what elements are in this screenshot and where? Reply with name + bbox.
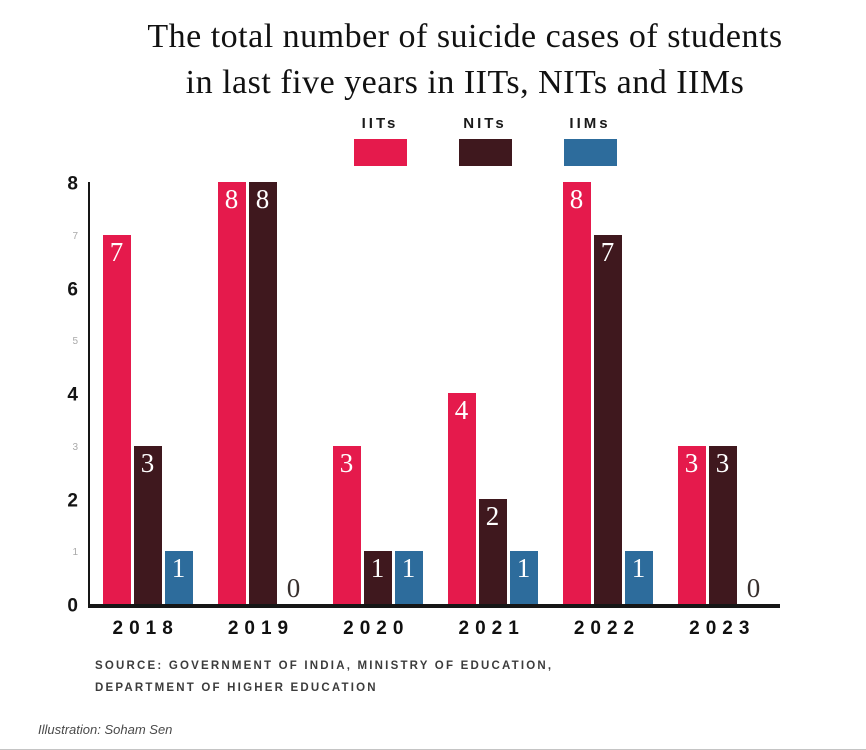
bar-IIMs-2020: 1: [394, 551, 423, 605]
legend: IITs NITs IIMs: [0, 115, 866, 167]
y-tick-0: 0: [67, 595, 78, 617]
bar-IIMs-2021: 1: [509, 551, 538, 605]
y-tick-1: 1: [72, 547, 78, 559]
legend-item-IIMs: IIMs: [563, 115, 617, 167]
bar-slot-NITs-2019: 8: [248, 182, 277, 605]
bar-value-IIMs-2021: 1: [516, 553, 531, 584]
legend-swatch-IITs: [353, 139, 407, 167]
title-line-2: in last five years in IITs, NITs and IIM…: [185, 63, 745, 101]
bar-value-IITs-2021: 4: [454, 395, 469, 426]
legend-label-NITs: NITs: [463, 115, 507, 133]
x-label-2020: 2020: [343, 618, 410, 640]
bar-slot-IIMs-2021: 1: [509, 551, 538, 605]
bar-NITs-2023: 3: [708, 445, 737, 605]
y-tick-4: 4: [67, 384, 78, 406]
bar-slot-NITs-2020: 1: [363, 551, 392, 605]
bar-slot-IITs-2019: 8: [217, 182, 246, 605]
bar-slot-NITs-2023: 3: [708, 445, 737, 605]
x-label-2022: 2022: [573, 618, 641, 640]
bar-slot-IIMs-2018: 1: [164, 551, 193, 605]
bar-value-IITs-2023: 3: [684, 447, 699, 478]
bar-slot-IITs-2022: 8: [562, 182, 591, 605]
bar-slot-IIMs-2020: 1: [394, 551, 423, 605]
y-tick-5: 5: [72, 336, 78, 348]
bar-IIMs-2022: 1: [624, 551, 653, 605]
bar-value-IITs-2018: 7: [109, 236, 124, 267]
x-label-2023: 2023: [689, 618, 756, 640]
bar-IITs-2019: 8: [217, 182, 246, 605]
bar-value-IITs-2019: 8: [224, 184, 239, 215]
y-tick-8: 8: [67, 173, 78, 195]
bar-value-NITs-2023: 3: [715, 447, 730, 478]
bar-value-IITs-2020: 3: [339, 447, 354, 478]
source-line-1: SOURCE: GOVERNMENT OF INDIA, MINISTRY OF…: [95, 660, 554, 673]
bar-NITs-2020: 1: [363, 551, 392, 605]
bar-value-IIMs-2019: 0: [286, 573, 301, 604]
legend-swatch-IIMs: [563, 139, 617, 167]
y-tick-3: 3: [72, 441, 78, 453]
bar-value-IITs-2022: 8: [569, 184, 584, 215]
bar-value-IIMs-2023: 0: [746, 573, 761, 604]
bar-NITs-2022: 7: [593, 234, 622, 605]
bar-IITs-2018: 7: [102, 234, 131, 605]
bar-value-NITs-2019: 8: [255, 184, 270, 215]
bar-value-NITs-2018: 3: [140, 447, 155, 478]
bar-IITs-2023: 3: [677, 445, 706, 605]
bar-slot-IITs-2020: 3: [332, 445, 361, 605]
legend-item-IITs: IITs: [353, 115, 407, 167]
y-tick-2: 2: [67, 490, 78, 512]
legend-label-IITs: IITs: [361, 115, 399, 133]
bar-value-IIMs-2018: 1: [171, 553, 186, 584]
bar-slot-IITs-2021: 4: [447, 393, 476, 605]
bar-slot-NITs-2021: 2: [478, 498, 507, 605]
bar-NITs-2018: 3: [133, 445, 162, 605]
bar-slot-IIMs-2022: 1: [624, 551, 653, 605]
legend-item-NITs: NITs: [458, 115, 512, 167]
legend-swatch-NITs: [458, 139, 512, 167]
illustration-credit: Illustration: Soham Sen: [38, 722, 173, 737]
x-label-2021: 2021: [458, 618, 525, 640]
bar-IITs-2022: 8: [562, 182, 591, 605]
source-line-2: DEPARTMENT OF HIGHER EDUCATION: [95, 681, 378, 694]
bar-NITs-2021: 2: [478, 498, 507, 605]
x-axis-labels: 2018 2019 2020 2021 2022 2023: [88, 618, 780, 640]
bar-group-2018: 7 3 1: [102, 234, 193, 605]
y-tick-6: 6: [67, 279, 78, 301]
bar-slot-NITs-2022: 7: [593, 234, 622, 605]
bar-IITs-2021: 4: [447, 393, 476, 605]
y-tick-7: 7: [72, 230, 78, 242]
bar-slot-IITs-2023: 3: [677, 445, 706, 605]
x-label-2018: 2018: [112, 618, 179, 640]
bar-IITs-2020: 3: [332, 445, 361, 605]
bar-value-IIMs-2020: 1: [401, 553, 416, 584]
bar-NITs-2019: 8: [248, 182, 277, 605]
bar-value-NITs-2022: 7: [600, 236, 615, 267]
y-axis: 0 1 2 3 4 5 6 7 8: [46, 175, 88, 616]
bar-value-NITs-2020: 1: [370, 553, 385, 584]
chart-title: The total number of suicide cases of stu…: [0, 0, 866, 105]
title-line-1: The total number of suicide cases of stu…: [147, 18, 783, 55]
legend-label-IIMs: IIMs: [569, 115, 611, 133]
x-label-2019: 2019: [227, 618, 295, 640]
bar-value-IIMs-2022: 1: [631, 553, 646, 584]
bar-IIMs-2018: 1: [164, 551, 193, 605]
bar-value-NITs-2021: 2: [485, 500, 500, 531]
bar-slot-IITs-2018: 7: [102, 234, 131, 605]
source-note: SOURCE: GOVERNMENT OF INDIA, MINISTRY OF…: [95, 656, 866, 700]
bar-slot-NITs-2018: 3: [133, 445, 162, 605]
